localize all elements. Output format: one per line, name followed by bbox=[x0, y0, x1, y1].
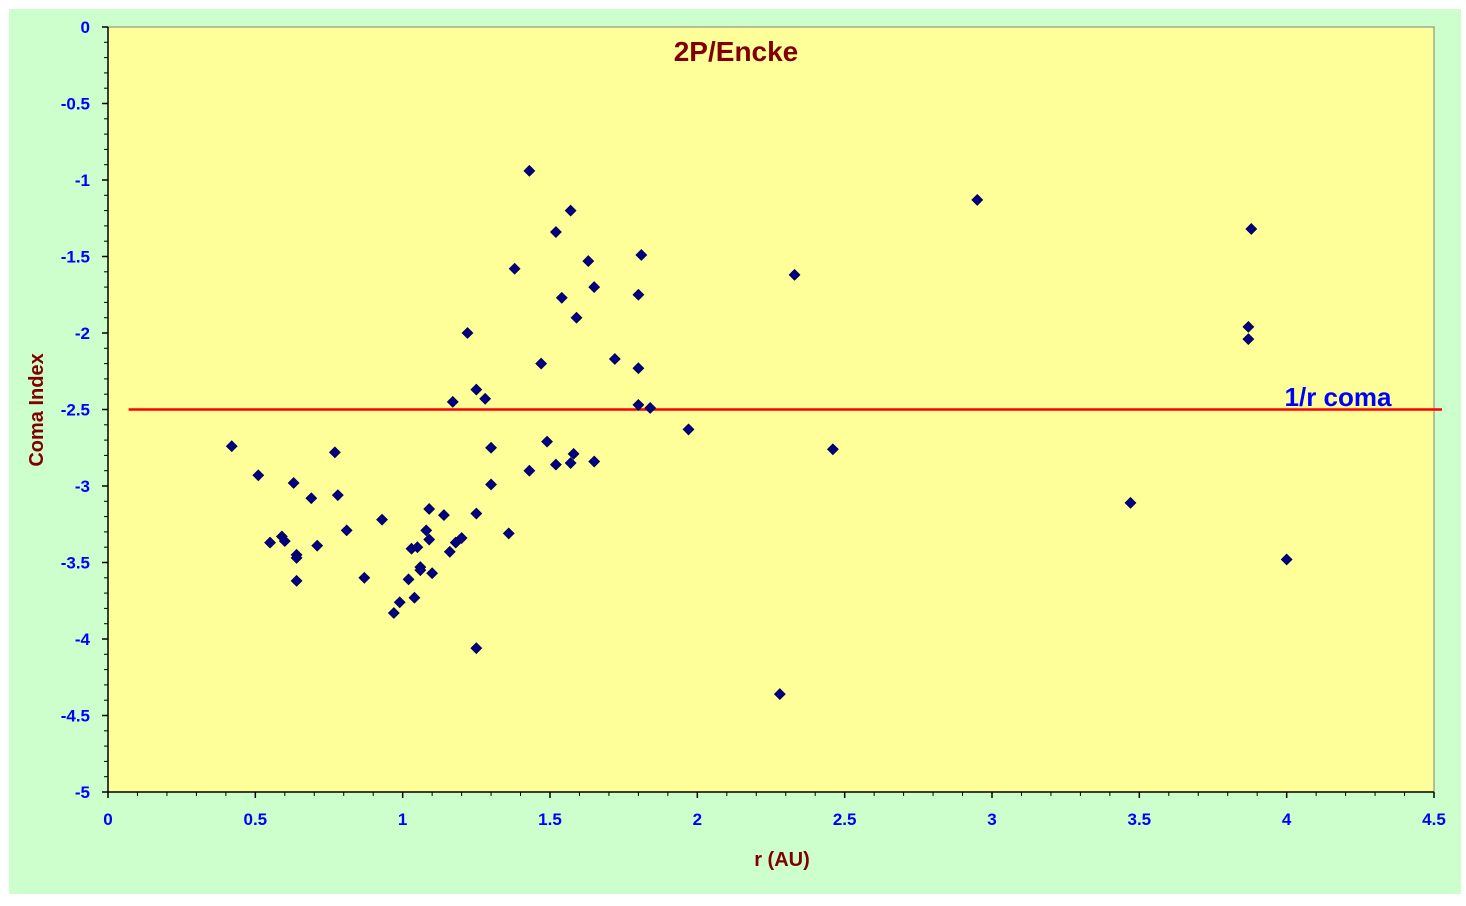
data-point bbox=[287, 477, 300, 489]
data-point bbox=[773, 688, 786, 701]
data-point bbox=[1280, 553, 1293, 566]
data-point bbox=[608, 353, 621, 365]
data-point bbox=[252, 469, 265, 482]
data-point bbox=[508, 262, 521, 275]
data-point bbox=[549, 458, 562, 471]
y-tick-label: -3 bbox=[75, 477, 90, 496]
y-tick-label: -3.5 bbox=[61, 554, 90, 573]
data-point bbox=[470, 383, 483, 396]
data-point bbox=[635, 249, 648, 261]
data-point bbox=[278, 535, 291, 548]
data-point bbox=[461, 327, 474, 339]
data-point bbox=[402, 573, 415, 586]
data-point bbox=[1245, 223, 1258, 235]
data-point bbox=[555, 291, 568, 304]
x-tick-label: 3.5 bbox=[1128, 810, 1152, 829]
x-tick-label: 1 bbox=[398, 810, 407, 829]
y-tick-label: -1.5 bbox=[61, 248, 90, 267]
data-point bbox=[328, 446, 341, 459]
chart-title: 2P/Encke bbox=[674, 36, 799, 67]
data-point bbox=[479, 392, 492, 405]
data-point bbox=[570, 311, 583, 324]
x-tick-label: 4.5 bbox=[1422, 810, 1446, 829]
data-point bbox=[411, 541, 424, 554]
x-tick-label: 2.5 bbox=[833, 810, 857, 829]
data-point bbox=[446, 395, 459, 408]
data-point bbox=[826, 443, 839, 456]
data-point bbox=[632, 288, 645, 301]
y-tick-label: -5 bbox=[75, 783, 90, 802]
y-tick-label: -4 bbox=[75, 630, 91, 649]
data-point bbox=[423, 503, 436, 515]
x-tick-label: 0.5 bbox=[244, 810, 268, 829]
data-point bbox=[564, 457, 577, 469]
data-point bbox=[788, 268, 801, 281]
data-point bbox=[1242, 333, 1255, 346]
y-tick-label: 0 bbox=[81, 18, 90, 37]
axes: 0 -0.5 -1 -1.5 -2 -2.5 -3 -3.5 -4 -4.5 -5 0 0.5 1 1.5 2… bbox=[61, 18, 1446, 829]
data-point bbox=[423, 533, 436, 546]
data-point bbox=[264, 536, 276, 549]
data-point bbox=[455, 532, 468, 544]
data-point bbox=[1124, 496, 1137, 509]
data-point bbox=[502, 527, 515, 540]
data-point bbox=[523, 164, 536, 177]
x-tick-label: 1.5 bbox=[538, 810, 562, 829]
y-tick-label: -0.5 bbox=[61, 95, 90, 114]
data-point bbox=[393, 596, 406, 609]
data-point bbox=[1242, 320, 1255, 333]
x-tick-label: 3 bbox=[987, 810, 996, 829]
data-point bbox=[340, 524, 353, 537]
data-point bbox=[549, 226, 562, 238]
data-point bbox=[541, 435, 553, 448]
x-tick-label: 0 bbox=[103, 810, 112, 829]
data-point bbox=[564, 204, 577, 217]
data-point bbox=[437, 509, 450, 521]
data-point bbox=[426, 567, 439, 580]
reference-line-label: 1/r coma bbox=[1285, 382, 1392, 412]
data-point bbox=[523, 464, 536, 477]
y-tick-label: -2 bbox=[75, 324, 90, 343]
data-point bbox=[632, 362, 645, 375]
data-point bbox=[535, 357, 548, 370]
data-point bbox=[376, 513, 388, 526]
data-point bbox=[588, 281, 601, 294]
data-point bbox=[682, 423, 695, 436]
data-point bbox=[485, 441, 497, 454]
data-point bbox=[290, 551, 303, 564]
y-tick-label: -2.5 bbox=[61, 401, 90, 420]
data-point bbox=[358, 571, 371, 584]
data-point bbox=[567, 447, 580, 460]
x-tick-label: 2 bbox=[693, 810, 702, 829]
data-point bbox=[420, 524, 433, 537]
data-point bbox=[225, 440, 238, 453]
data-point bbox=[470, 507, 483, 520]
data-points bbox=[225, 164, 1293, 701]
data-point bbox=[443, 545, 456, 558]
x-axis-title: r (AU) bbox=[754, 849, 810, 871]
data-point bbox=[305, 492, 318, 505]
data-point bbox=[644, 402, 657, 414]
x-tick-label: 4 bbox=[1282, 810, 1292, 829]
data-point bbox=[408, 591, 421, 604]
y-tick-label: -1 bbox=[75, 171, 90, 190]
data-point bbox=[387, 607, 400, 619]
data-point bbox=[582, 255, 595, 268]
data-point bbox=[485, 478, 497, 491]
y-tick-label: -4.5 bbox=[61, 707, 90, 726]
data-point bbox=[290, 574, 303, 587]
data-point bbox=[311, 539, 324, 552]
data-point bbox=[632, 398, 645, 411]
data-point bbox=[588, 455, 601, 468]
data-point bbox=[331, 489, 344, 502]
y-axis-title: Coma Index bbox=[26, 353, 48, 466]
data-point bbox=[414, 564, 427, 577]
data-point bbox=[971, 193, 984, 206]
data-point bbox=[470, 642, 483, 655]
